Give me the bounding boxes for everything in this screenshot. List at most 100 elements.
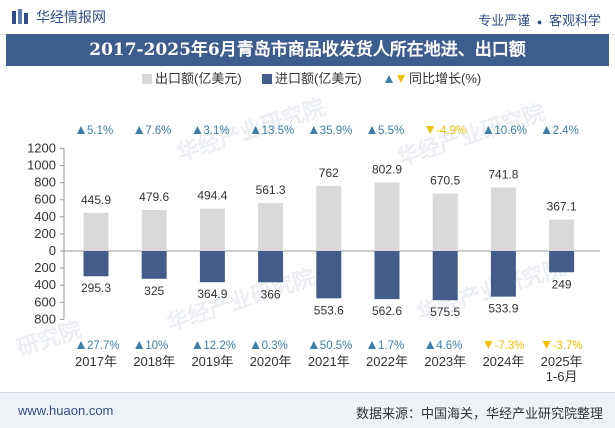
export-yoy-label: 13.5%	[262, 125, 295, 137]
import-yoy-up-icon	[426, 341, 435, 349]
legend-export-swatch	[142, 74, 152, 84]
export-yoy-down-icon	[426, 126, 435, 134]
import-yoy-up-icon	[77, 341, 85, 349]
export-yoy-label: 5.5%	[378, 125, 404, 137]
export-yoy-up-icon	[251, 126, 260, 134]
x-tick-label-line: 2023年	[424, 354, 466, 369]
x-tick-label: 2021年	[308, 354, 350, 369]
import-yoy-up-icon	[251, 341, 260, 349]
x-tick-label: 2019年	[191, 354, 233, 369]
x-tick-label-line: 1-6月	[546, 369, 578, 384]
import-bar	[374, 251, 400, 300]
brand-tag-1: 专业严谨	[478, 13, 531, 28]
export-yoy-label: 10.6%	[494, 125, 527, 137]
import-yoy-down-icon	[484, 341, 493, 349]
y-tick-label: 400	[34, 209, 56, 224]
export-value-label: 445.9	[81, 193, 111, 207]
x-tick-label-line: 2024年	[482, 354, 524, 369]
export-value-label: 670.5	[430, 174, 460, 188]
import-bar	[490, 251, 516, 297]
export-bar	[141, 209, 167, 251]
x-tick-label-line: 2019年	[191, 354, 233, 369]
import-yoy-up-icon	[135, 341, 144, 349]
chart-title: 2017-2025年6月青岛市商品收发货人所在地进、出口额	[89, 40, 526, 60]
import-yoy-label: 10%	[145, 340, 168, 352]
import-yoy-label: 27.7%	[87, 340, 120, 352]
import-bar	[141, 251, 167, 279]
import-yoy-label: 4.6%	[436, 340, 462, 352]
import-bar	[316, 251, 342, 299]
import-bar	[549, 251, 575, 273]
import-value-label: 533.9	[488, 302, 518, 316]
title-bar: 2017-2025年6月青岛市商品收发货人所在地进、出口额	[6, 34, 609, 66]
x-tick-label-line: 2017年	[75, 354, 117, 369]
import-yoy-up-icon	[368, 341, 376, 349]
x-tick-label: 2024年	[482, 354, 524, 369]
export-yoy-up-icon	[309, 126, 318, 134]
watermark-text: 华经产业研究院	[164, 264, 318, 335]
y-tick-label: 0	[49, 243, 56, 258]
import-value-label: 364.9	[197, 287, 227, 301]
export-bar	[432, 193, 458, 251]
export-value-label: 802.9	[372, 162, 402, 176]
export-value-label: 494.4	[197, 189, 227, 203]
export-value-label: 561.3	[256, 183, 286, 197]
import-bar	[432, 251, 458, 301]
x-tick-label: 2020年	[250, 354, 292, 369]
chart-area: 华经产业研究院华经产业研究院华经产业研究院华经产业研究院研究院120010008…	[14, 71, 600, 384]
legend-import-swatch	[262, 74, 272, 84]
export-yoy-label: 35.9%	[320, 125, 353, 137]
export-value-label: 479.6	[139, 190, 169, 204]
export-value-label: 762	[319, 166, 339, 180]
website-link[interactable]: www.huaon.com	[18, 403, 114, 418]
export-yoy-label: 5.1%	[87, 125, 113, 137]
import-bar	[199, 251, 225, 283]
y-tick-label: 1200	[27, 140, 56, 155]
legend-import-label: 进口额(亿美元)	[275, 71, 362, 86]
y-tick-label: 400	[34, 277, 56, 292]
brand-tags: 专业严谨 ● 客观科学	[475, 10, 601, 29]
export-yoy-label: 7.6%	[145, 125, 171, 137]
import-value-label: 575.5	[430, 305, 460, 319]
import-value-label: 366	[261, 287, 281, 301]
legend-yoy-label: 同比增长(%)	[409, 71, 481, 86]
export-bar	[490, 187, 516, 251]
x-tick-label-line: 2018年	[133, 354, 175, 369]
export-yoy-up-icon	[77, 126, 85, 134]
export-bar	[549, 219, 575, 251]
x-tick-label: 2017年	[75, 354, 117, 369]
import-value-label: 325	[144, 284, 164, 298]
x-tick-label-line: 2021年	[308, 354, 350, 369]
legend-down-icon	[397, 75, 405, 83]
import-value-label: 295.3	[81, 281, 111, 295]
y-tick-label: 600	[34, 294, 56, 309]
export-bar	[374, 182, 400, 251]
export-yoy-label: 3.1%	[203, 125, 229, 137]
brand-tag-2: 客观科学	[548, 13, 601, 28]
legend-export-label: 出口额(亿美元)	[155, 71, 242, 86]
footer: www.huaon.com 数据来源：中国海关，华经产业研究院整理	[0, 392, 615, 428]
y-tick-label: 800	[34, 311, 56, 326]
import-yoy-label: -3.7%	[553, 340, 583, 352]
brand-logo-icon	[12, 9, 28, 24]
export-yoy-up-icon	[193, 126, 202, 134]
import-yoy-label: 0.3%	[262, 340, 288, 352]
export-yoy-up-icon	[368, 126, 376, 134]
x-tick-label: 2022年	[366, 354, 408, 369]
x-tick-label: 2025年 1-6月	[541, 354, 583, 384]
brand-name: 华经情报网	[36, 9, 106, 25]
x-tick-label-line: 2020年	[250, 354, 292, 369]
import-bar	[83, 251, 109, 277]
export-value-label: 367.1	[547, 200, 577, 214]
brand-logo[interactable]: 华经情报网	[10, 7, 106, 27]
top-bar: 华经情报网 专业严谨 ● 客观科学	[0, 0, 615, 35]
y-tick-label: 600	[34, 192, 56, 207]
import-bar	[258, 251, 284, 283]
export-bar	[199, 208, 225, 251]
legend-up-icon	[385, 75, 393, 83]
import-value-label: 562.6	[372, 304, 402, 318]
export-yoy-label: 2.4%	[553, 125, 579, 137]
export-yoy-up-icon	[542, 126, 551, 134]
import-yoy-label: -7.3%	[494, 340, 524, 352]
y-tick-label: 200	[34, 226, 56, 241]
